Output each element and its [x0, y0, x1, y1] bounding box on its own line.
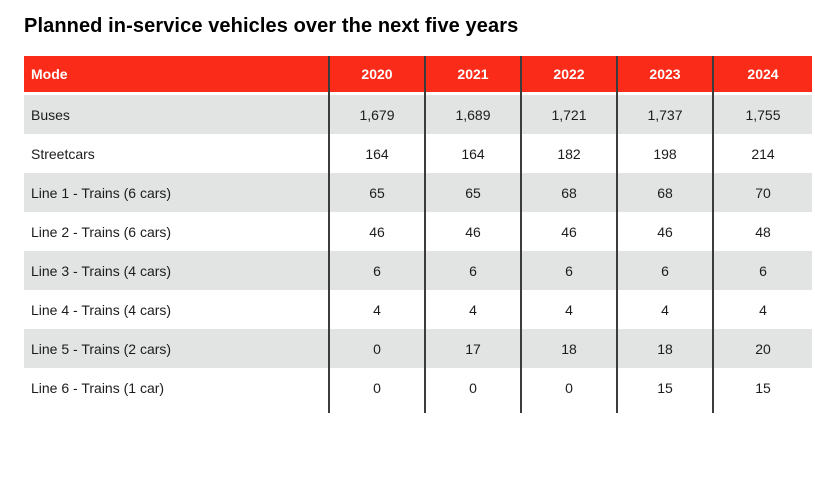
table-cell: 4	[616, 290, 712, 329]
table-cell: 6	[328, 251, 424, 290]
row-label: Line 3 - Trains (4 cars)	[24, 251, 328, 290]
table-cell: 6	[424, 251, 520, 290]
table-cell: 4	[328, 290, 424, 329]
table-cell: 6	[616, 251, 712, 290]
table-row-line-3: Line 3 - Trains (4 cars) 6 6 6 6 6	[24, 251, 812, 290]
column-header-2021: 2021	[424, 56, 520, 92]
table-cell: 20	[712, 329, 812, 368]
row-label: Line 5 - Trains (2 cars)	[24, 329, 328, 368]
page-title: Planned in-service vehicles over the nex…	[24, 15, 519, 37]
table-cell: 1,755	[712, 95, 812, 134]
divider-tail-row	[24, 407, 812, 413]
table-cell: 68	[616, 173, 712, 212]
table-row-line-4: Line 4 - Trains (4 cars) 4 4 4 4 4	[24, 290, 812, 329]
table-cell: 0	[424, 368, 520, 407]
table-cell: 70	[712, 173, 812, 212]
table-cell: 1,689	[424, 95, 520, 134]
table-cell: 164	[328, 134, 424, 173]
table-cell: 6	[520, 251, 616, 290]
table-cell: 65	[328, 173, 424, 212]
table-cell: 48	[712, 212, 812, 251]
header-gap-row	[24, 92, 812, 95]
table-cell: 4	[424, 290, 520, 329]
table-cell: 4	[712, 290, 812, 329]
table-cell: 46	[616, 212, 712, 251]
column-header-2023: 2023	[616, 56, 712, 92]
row-label: Line 6 - Trains (1 car)	[24, 368, 328, 407]
table-cell: 46	[328, 212, 424, 251]
table-cell: 182	[520, 134, 616, 173]
table-cell: 1,721	[520, 95, 616, 134]
row-label: Line 4 - Trains (4 cars)	[24, 290, 328, 329]
table-cell: 0	[328, 329, 424, 368]
row-label: Line 1 - Trains (6 cars)	[24, 173, 328, 212]
row-label: Streetcars	[24, 134, 328, 173]
table-cell: 0	[328, 368, 424, 407]
column-header-2024: 2024	[712, 56, 812, 92]
table-cell: 68	[520, 173, 616, 212]
table-row-buses: Buses 1,679 1,689 1,721 1,737 1,755	[24, 95, 812, 134]
table-cell: 46	[520, 212, 616, 251]
table-cell: 18	[520, 329, 616, 368]
page: Planned in-service vehicles over the nex…	[24, 15, 812, 413]
table-cell: 1,679	[328, 95, 424, 134]
planned-vehicles-table: Mode 2020 2021 2022 2023 2024 Buses 1,67…	[24, 56, 812, 413]
table-row-line-2: Line 2 - Trains (6 cars) 46 46 46 46 48	[24, 212, 812, 251]
table-cell: 15	[712, 368, 812, 407]
row-label: Buses	[24, 95, 328, 134]
header-row: Mode 2020 2021 2022 2023 2024	[24, 56, 812, 92]
table-cell: 46	[424, 212, 520, 251]
table-cell: 4	[520, 290, 616, 329]
table-cell: 164	[424, 134, 520, 173]
table-cell: 17	[424, 329, 520, 368]
table-row-line-1: Line 1 - Trains (6 cars) 65 65 68 68 70	[24, 173, 812, 212]
table-cell: 0	[520, 368, 616, 407]
table-cell: 6	[712, 251, 812, 290]
table-cell: 15	[616, 368, 712, 407]
column-header-mode: Mode	[24, 56, 328, 92]
table-row-streetcars: Streetcars 164 164 182 198 214	[24, 134, 812, 173]
table-row-line-5: Line 5 - Trains (2 cars) 0 17 18 18 20	[24, 329, 812, 368]
table-cell: 214	[712, 134, 812, 173]
table-cell: 18	[616, 329, 712, 368]
table-row-line-6: Line 6 - Trains (1 car) 0 0 0 15 15	[24, 368, 812, 407]
column-header-2022: 2022	[520, 56, 616, 92]
column-header-2020: 2020	[328, 56, 424, 92]
table-cell: 1,737	[616, 95, 712, 134]
table-cell: 198	[616, 134, 712, 173]
table-cell: 65	[424, 173, 520, 212]
row-label: Line 2 - Trains (6 cars)	[24, 212, 328, 251]
